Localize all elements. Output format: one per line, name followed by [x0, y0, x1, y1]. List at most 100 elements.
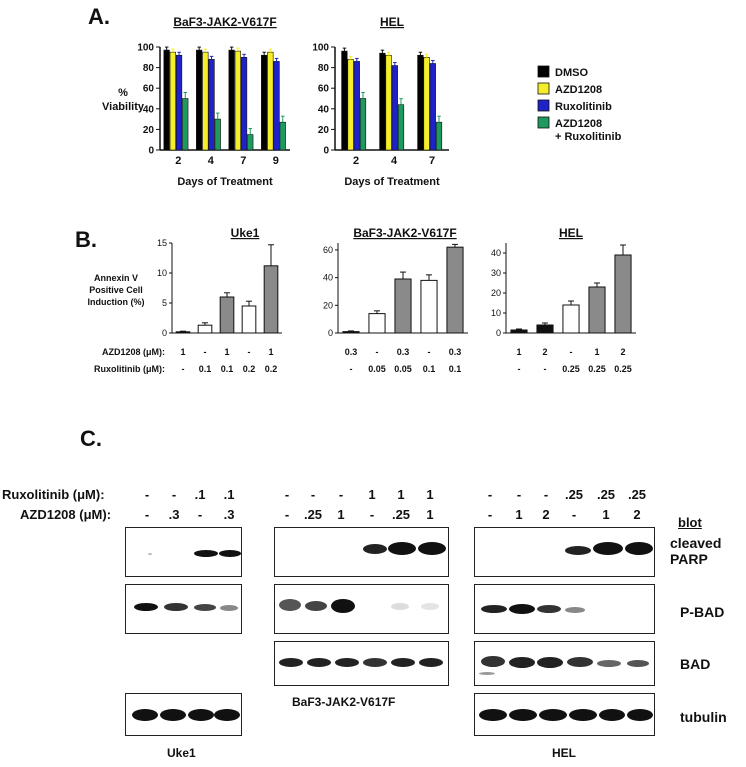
- b-bar: [394, 278, 412, 334]
- b-y-tick-label: 0: [328, 328, 333, 338]
- hel-azd-cond: 2: [542, 507, 550, 522]
- hel-azd-cond: -: [571, 507, 577, 522]
- a-y-tick-label: 0: [148, 146, 154, 157]
- b-azd-value: -: [376, 347, 379, 357]
- a-bar: [341, 50, 348, 151]
- a-bar: [417, 54, 424, 151]
- a-bar: [397, 104, 405, 151]
- a-chart-title: BaF3-JAK2-V617F: [173, 15, 276, 29]
- b-azd-value: 1: [594, 347, 599, 357]
- b-ruxo-value: 0.25: [588, 364, 606, 374]
- b-ruxo-value: -: [544, 364, 547, 374]
- a-x-axis-label: Days of Treatment: [177, 176, 273, 188]
- b-ruxo-value: 0.1: [199, 364, 212, 374]
- a-y-axis-label: %: [118, 87, 128, 99]
- a-chart-title: HEL: [380, 15, 404, 29]
- b-azd-value: -: [428, 347, 431, 357]
- a-bar: [267, 51, 274, 151]
- b-y-tick-label: 10: [157, 268, 167, 278]
- a-bar: [429, 63, 436, 151]
- b-chart-title: BaF3-JAK2-V617F: [353, 226, 456, 240]
- blot-hel-tubulin: [474, 693, 655, 736]
- a-bar: [273, 61, 280, 151]
- blot-baf3-bad: [274, 641, 449, 686]
- a-y-tick-label: 20: [318, 125, 330, 136]
- a-x-tick-label: 9: [273, 155, 279, 167]
- a-y-tick-label: 20: [143, 125, 155, 136]
- baf3-azd-cond: .25: [303, 507, 323, 522]
- b-bar: [446, 246, 464, 334]
- b-y-tick-label: 10: [491, 308, 501, 318]
- b-chart-title: Uke1: [231, 226, 260, 240]
- b-bar: [614, 254, 632, 334]
- b-bar: [219, 296, 235, 334]
- b-ruxo-value: 0.1: [423, 364, 436, 374]
- a-bar: [175, 54, 183, 151]
- a-x-tick-label: 7: [429, 155, 435, 167]
- baf3-azd-cond: .25: [391, 507, 411, 522]
- a-bar: [385, 54, 392, 151]
- b-bar: [420, 279, 438, 334]
- baf3-azd-cond: -: [284, 507, 290, 522]
- blot-baf3-parp: [274, 527, 449, 577]
- cell-name-baf3: BaF3-JAK2-V617F: [292, 695, 396, 709]
- baf3-ruxo-cond: 1: [397, 487, 405, 502]
- blot-uke1-tubulin: [125, 693, 242, 736]
- b-y-axis-label: Positive Cell: [89, 285, 143, 295]
- uke1-ruxo-cond: .1: [194, 487, 206, 502]
- b-azd-value: 0.3: [345, 347, 358, 357]
- label-tubulin: tubulin: [680, 709, 727, 725]
- a-legend-label: AZD1208: [555, 84, 602, 96]
- blot-hel-pbad: [474, 584, 655, 634]
- b-azd-value: 1: [516, 347, 521, 357]
- a-bar: [214, 118, 221, 151]
- baf3-ruxo-cond: -: [338, 487, 344, 502]
- a-legend-label: DMSO: [555, 67, 588, 79]
- a-bar: [261, 54, 268, 151]
- baf3-ruxo-cond: 1: [426, 487, 434, 502]
- b-y-tick-label: 15: [157, 238, 167, 248]
- b-chart-title: HEL: [559, 226, 583, 240]
- blot-uke1-parp: [125, 527, 242, 577]
- hel-ruxo-cond: .25: [627, 487, 647, 502]
- panel-label-c: C.: [80, 426, 102, 451]
- a-bar: [182, 98, 189, 151]
- b-y-axis-label: Induction (%): [88, 297, 145, 307]
- a-legend-label: Ruxolitinib: [555, 101, 612, 113]
- b-azd-value: 1: [224, 347, 229, 357]
- b-y-tick-label: 5: [162, 298, 167, 308]
- a-bar: [435, 121, 443, 151]
- b-y-tick-label: 20: [323, 300, 333, 310]
- b-ruxo-value: -: [518, 364, 521, 374]
- cell-name-hel: HEL: [552, 746, 576, 760]
- cell-name-uke1: Uke1: [167, 746, 196, 760]
- hel-ruxo-cond: -: [487, 487, 493, 502]
- b-y-tick-label: 40: [491, 248, 501, 258]
- hel-azd-cond: 1: [515, 507, 523, 522]
- b-ruxo-value: -: [182, 364, 185, 374]
- blot-uke1-pbad: [125, 584, 242, 634]
- azd1208-row-label: AZD1208 (μM):: [20, 507, 112, 522]
- b-bar: [241, 305, 257, 334]
- a-bar: [196, 49, 203, 151]
- ruxolitinib-row-label: Ruxolitinib (μM):: [2, 487, 105, 502]
- b-azd-value: 2: [542, 347, 547, 357]
- hel-azd-cond: 1: [602, 507, 610, 522]
- hel-ruxo-cond: -: [516, 487, 522, 502]
- a-y-tick-label: 100: [312, 43, 329, 54]
- a-y-tick-label: 60: [318, 84, 330, 95]
- baf3-ruxo-cond: -: [310, 487, 316, 502]
- uke1-azd-cond: -: [197, 507, 203, 522]
- a-legend-swatch: [537, 99, 550, 112]
- uke1-ruxo-cond: -: [171, 487, 177, 502]
- b-azd-value: 0.3: [397, 347, 410, 357]
- b-y-tick-label: 20: [491, 288, 501, 298]
- a-bar: [208, 59, 215, 151]
- a-y-tick-label: 100: [137, 43, 154, 54]
- panel-b-charts: 051015Uke11--0.110.1-0.210.20204060BaF3-…: [88, 226, 636, 374]
- b-azd-value: -: [204, 347, 207, 357]
- blot-baf3-pbad: [274, 584, 449, 634]
- a-bar: [353, 61, 360, 151]
- blot-hel-parp: [474, 527, 655, 577]
